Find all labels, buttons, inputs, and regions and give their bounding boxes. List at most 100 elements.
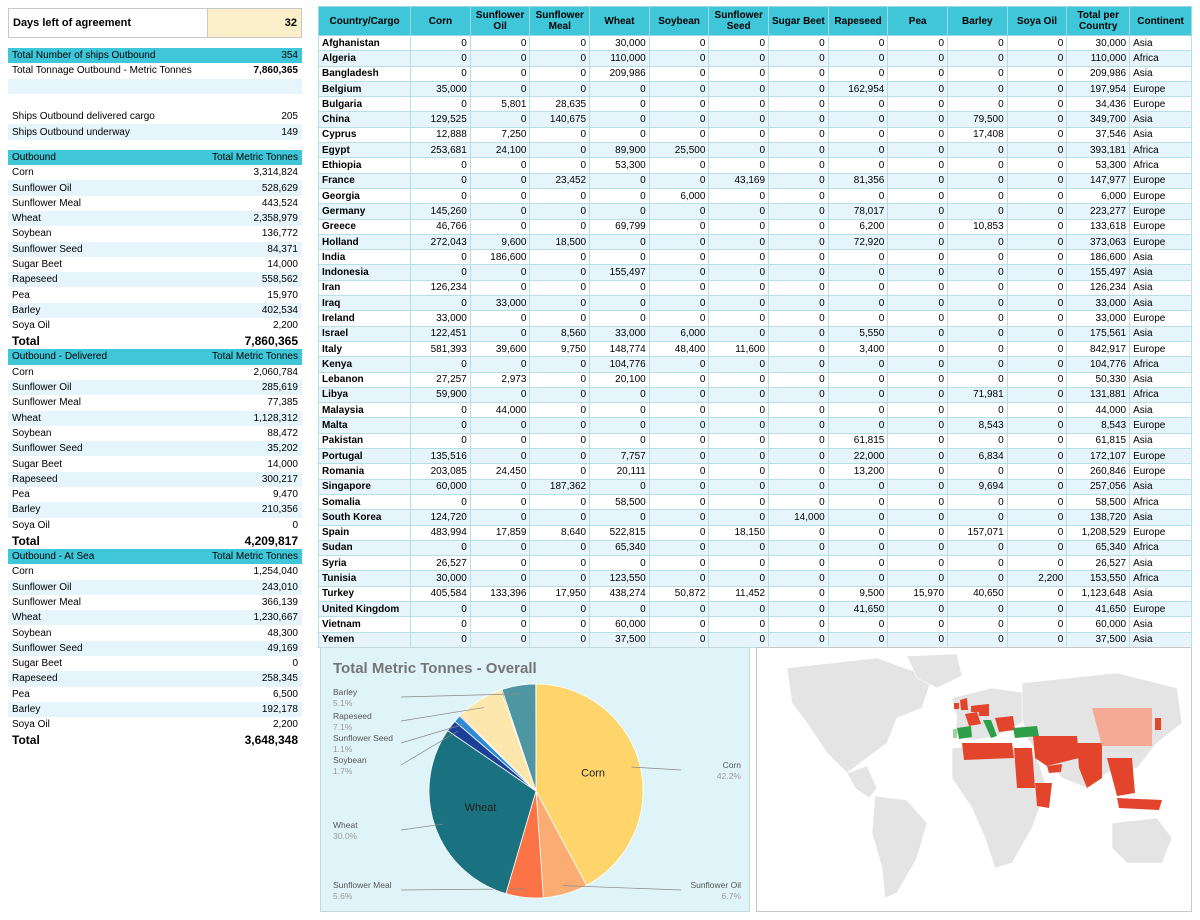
- tonnage-cell[interactable]: 153,550: [1066, 570, 1131, 587]
- tonnage-cell[interactable]: 0: [887, 340, 949, 358]
- country-cell[interactable]: Syria: [317, 555, 412, 572]
- tonnage-cell[interactable]: 0: [589, 600, 650, 618]
- tonnage-cell[interactable]: 0: [827, 493, 889, 511]
- tonnage-cell[interactable]: 0: [1006, 448, 1068, 465]
- tonnage-cell[interactable]: 0: [708, 432, 770, 450]
- column-header[interactable]: Country/Cargo: [317, 6, 412, 36]
- tonnage-cell[interactable]: 0: [410, 187, 471, 205]
- tonnage-cell[interactable]: 0: [1006, 249, 1068, 266]
- tonnage-cell[interactable]: 140,675: [529, 111, 591, 128]
- tonnage-cell[interactable]: 23,452: [529, 172, 591, 189]
- tonnage-cell[interactable]: 0: [648, 264, 710, 281]
- tonnage-cell[interactable]: 0: [589, 555, 650, 572]
- tonnage-cell[interactable]: 522,815: [589, 524, 650, 541]
- tonnage-cell[interactable]: 0: [529, 356, 591, 373]
- country-cell[interactable]: Egypt: [317, 142, 412, 159]
- tonnage-cell[interactable]: 0: [947, 157, 1008, 174]
- tonnage-cell[interactable]: 34,436: [1066, 96, 1131, 113]
- tonnage-cell[interactable]: 0: [1006, 279, 1068, 297]
- tonnage-cell[interactable]: 0: [947, 80, 1008, 98]
- tonnage-cell[interactable]: 0: [768, 371, 829, 388]
- tonnage-cell[interactable]: 197,954: [1066, 80, 1131, 98]
- tonnage-cell[interactable]: 0: [469, 203, 531, 220]
- tonnage-cell[interactable]: 0: [410, 356, 471, 373]
- column-header[interactable]: Sugar Beet: [768, 6, 829, 36]
- continent-cell[interactable]: Africa: [1129, 50, 1192, 67]
- tonnage-cell[interactable]: 0: [1006, 463, 1068, 480]
- country-cell[interactable]: Ethiopia: [317, 157, 412, 174]
- tonnage-cell[interactable]: 0: [410, 432, 471, 450]
- tonnage-cell[interactable]: 0: [648, 448, 710, 465]
- tonnage-cell[interactable]: 0: [887, 310, 949, 327]
- tonnage-cell[interactable]: 0: [768, 172, 829, 189]
- tonnage-cell[interactable]: 0: [410, 631, 471, 648]
- tonnage-cell[interactable]: 0: [768, 187, 829, 205]
- tonnage-cell[interactable]: 0: [648, 463, 710, 480]
- continent-cell[interactable]: Europe: [1129, 524, 1192, 541]
- tonnage-cell[interactable]: 0: [1006, 80, 1068, 98]
- tonnage-cell[interactable]: 0: [648, 631, 710, 648]
- tonnage-cell[interactable]: 0: [529, 371, 591, 388]
- tonnage-cell[interactable]: 0: [768, 157, 829, 174]
- tonnage-cell[interactable]: 148,774: [589, 340, 650, 358]
- tonnage-cell[interactable]: 0: [768, 585, 829, 602]
- tonnage-cell[interactable]: 0: [827, 509, 889, 526]
- tonnage-cell[interactable]: 53,300: [589, 157, 650, 174]
- tonnage-cell[interactable]: 0: [648, 203, 710, 220]
- tonnage-cell[interactable]: 0: [768, 249, 829, 266]
- tonnage-cell[interactable]: 0: [768, 539, 829, 557]
- tonnage-cell[interactable]: 0: [648, 50, 710, 67]
- country-cell[interactable]: China: [317, 111, 412, 128]
- tonnage-cell[interactable]: 0: [589, 386, 650, 404]
- tonnage-cell[interactable]: 27,257: [410, 371, 471, 388]
- tonnage-cell[interactable]: 0: [887, 264, 949, 281]
- tonnage-cell[interactable]: 0: [827, 417, 889, 434]
- tonnage-cell[interactable]: 123,550: [589, 570, 650, 587]
- tonnage-cell[interactable]: 0: [469, 279, 531, 297]
- continent-cell[interactable]: Europe: [1129, 172, 1192, 189]
- tonnage-cell[interactable]: 0: [1006, 386, 1068, 404]
- tonnage-cell[interactable]: 0: [887, 233, 949, 251]
- tonnage-cell[interactable]: 175,561: [1066, 325, 1131, 342]
- country-cell[interactable]: Kenya: [317, 356, 412, 373]
- tonnage-cell[interactable]: 33,000: [589, 325, 650, 342]
- tonnage-cell[interactable]: 30,000: [410, 570, 471, 587]
- tonnage-cell[interactable]: 0: [708, 295, 770, 312]
- country-cell[interactable]: Somalia: [317, 493, 412, 511]
- tonnage-cell[interactable]: 25,500: [648, 142, 710, 159]
- continent-cell[interactable]: Europe: [1129, 600, 1192, 618]
- tonnage-cell[interactable]: 0: [827, 279, 889, 297]
- tonnage-cell[interactable]: 0: [469, 539, 531, 557]
- tonnage-cell[interactable]: 0: [887, 616, 949, 633]
- tonnage-cell[interactable]: 0: [887, 417, 949, 434]
- tonnage-cell[interactable]: 0: [887, 50, 949, 67]
- tonnage-cell[interactable]: 0: [708, 218, 770, 235]
- tonnage-cell[interactable]: 0: [1006, 187, 1068, 205]
- tonnage-cell[interactable]: 0: [648, 310, 710, 327]
- tonnage-cell[interactable]: 0: [947, 616, 1008, 633]
- tonnage-cell[interactable]: 0: [469, 478, 531, 495]
- tonnage-cell[interactable]: 0: [410, 402, 471, 419]
- tonnage-cell[interactable]: 41,650: [827, 600, 889, 618]
- tonnage-cell[interactable]: 11,600: [708, 340, 770, 358]
- tonnage-cell[interactable]: 65,340: [589, 539, 650, 557]
- tonnage-cell[interactable]: 40,650: [947, 585, 1008, 602]
- tonnage-cell[interactable]: 0: [529, 555, 591, 572]
- tonnage-cell[interactable]: 0: [947, 65, 1008, 82]
- tonnage-cell[interactable]: 0: [887, 126, 949, 144]
- continent-cell[interactable]: Europe: [1129, 340, 1192, 358]
- continent-cell[interactable]: Africa: [1129, 157, 1192, 174]
- tonnage-cell[interactable]: 13,200: [827, 463, 889, 480]
- tonnage-cell[interactable]: 0: [648, 34, 710, 52]
- tonnage-cell[interactable]: 0: [708, 279, 770, 297]
- country-cell[interactable]: Iraq: [317, 295, 412, 312]
- tonnage-cell[interactable]: 59,900: [410, 386, 471, 404]
- tonnage-cell[interactable]: 0: [827, 570, 889, 587]
- tonnage-cell[interactable]: 0: [887, 157, 949, 174]
- tonnage-cell[interactable]: 0: [827, 371, 889, 388]
- tonnage-cell[interactable]: 0: [947, 279, 1008, 297]
- country-cell[interactable]: Algeria: [317, 50, 412, 67]
- tonnage-cell[interactable]: 0: [1006, 157, 1068, 174]
- continent-cell[interactable]: Africa: [1129, 356, 1192, 373]
- tonnage-cell[interactable]: 0: [768, 417, 829, 434]
